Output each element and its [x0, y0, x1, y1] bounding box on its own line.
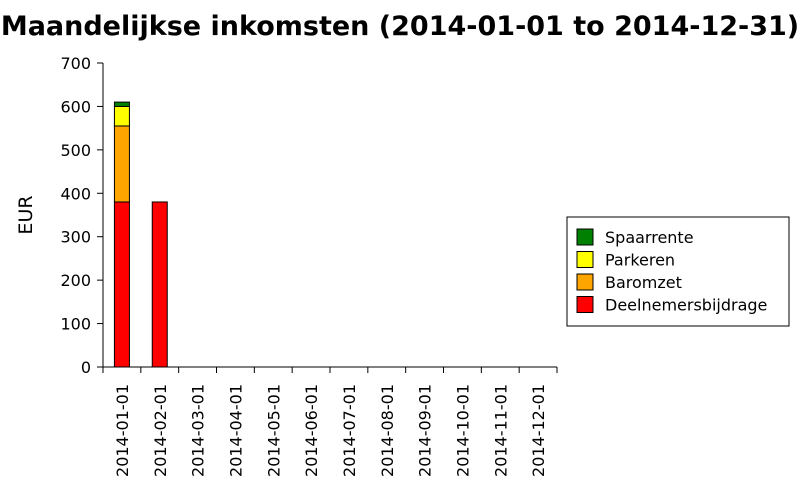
- x-tick-label: 2014-11-01: [491, 384, 510, 477]
- x-tick-label: 2014-10-01: [453, 384, 472, 477]
- y-tick-label: 400: [60, 184, 91, 203]
- x-tick-label: 2014-02-01: [151, 384, 170, 477]
- bar: [151, 201, 168, 368]
- legend: Spaarrente Parkeren Baromzet Deelnemersbijd…: [566, 216, 790, 327]
- legend-label: Baromzet: [605, 273, 682, 292]
- legend-box: [566, 216, 790, 327]
- x-tick-label: 2014-03-01: [189, 384, 208, 477]
- y-tick-label: 700: [60, 54, 91, 73]
- legend-swatch: [576, 228, 594, 246]
- legend-label: Deelnemersbijdrage: [605, 296, 767, 315]
- x-tick-label: 2014-04-01: [226, 384, 245, 477]
- y-tick-label: 0: [81, 358, 91, 377]
- bar: [113, 125, 130, 203]
- x-tick-label: 2014-01-01: [113, 384, 132, 477]
- y-tick-label: 100: [60, 315, 91, 334]
- x-tick-label: 2014-12-01: [529, 384, 548, 477]
- legend-swatch: [576, 251, 594, 268]
- bar: [113, 101, 130, 107]
- x-tick-label: 2014-05-01: [264, 384, 283, 477]
- y-tick-label: 600: [60, 97, 91, 116]
- legend-swatch: [576, 273, 594, 291]
- axes: 0 100 200 300 400 500 600 700 2014-01-01 2014-02-…: [60, 54, 558, 477]
- bars: [113, 101, 168, 368]
- bar: [113, 201, 130, 368]
- legend-swatch: [576, 296, 594, 313]
- x-tick-label: 2014-09-01: [416, 384, 435, 477]
- legend-label: Spaarrente: [605, 228, 694, 247]
- x-tick-label: 2014-06-01: [302, 384, 321, 477]
- chart-title: Maandelijkse inkomsten (2014-01-01 to 20…: [1, 11, 799, 42]
- legend-label: Parkeren: [605, 251, 675, 270]
- y-tick-label: 300: [60, 228, 91, 247]
- x-tick-label: 2014-08-01: [378, 384, 397, 477]
- y-axis-label: EUR: [15, 195, 37, 234]
- y-tick-label: 500: [60, 141, 91, 160]
- y-tick-label: 200: [60, 271, 91, 290]
- x-tick-label: 2014-07-01: [340, 384, 359, 477]
- bar: [113, 105, 130, 127]
